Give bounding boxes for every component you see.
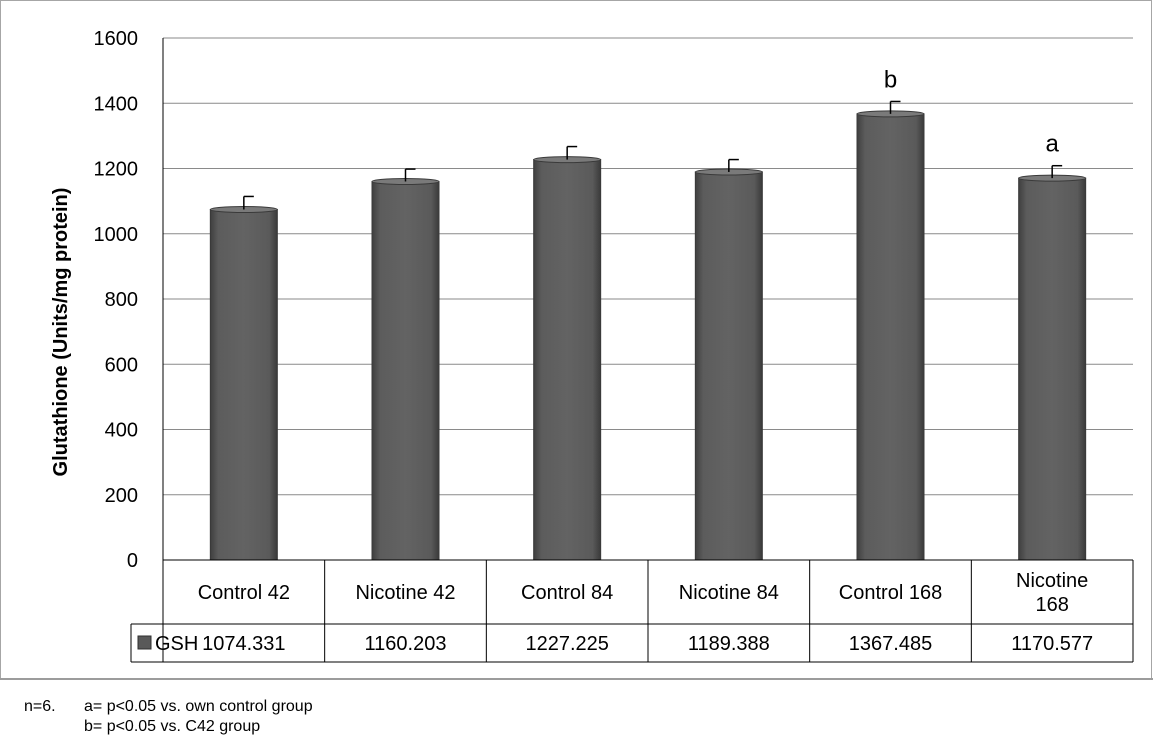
bar bbox=[1018, 177, 1087, 561]
gridlines bbox=[163, 37, 1133, 496]
category-label: Nicotine 84 bbox=[679, 582, 779, 604]
category-label: Nicotine 42 bbox=[355, 582, 455, 604]
significance-label: a bbox=[1045, 131, 1059, 158]
legend-swatch bbox=[137, 635, 152, 650]
data-value-label: 1367.485 bbox=[849, 633, 932, 655]
data-value-label: 1160.203 bbox=[365, 633, 447, 655]
footnote-divider bbox=[0, 678, 1153, 680]
significance-label: b bbox=[884, 66, 897, 93]
category-label: Control 42 bbox=[198, 582, 290, 604]
data-table: GSH Control 42 1074.331 Nicotine 42 1160.203… bbox=[130, 38, 1134, 663]
data-value-label: 1074.331 bbox=[202, 633, 285, 655]
legend-label: GSH bbox=[155, 633, 198, 655]
data-value-label: 1170.577 bbox=[1011, 633, 1093, 655]
bar bbox=[209, 208, 278, 561]
footnote-b: b= p<0.05 vs. C42 group bbox=[84, 718, 261, 735]
bars: ba bbox=[209, 66, 1087, 561]
footnote-a: a= p<0.05 vs. own control group bbox=[84, 698, 313, 715]
category-label: Control 84 bbox=[521, 582, 613, 604]
footnote-spacer bbox=[24, 717, 84, 737]
y-tick-label: 1400 bbox=[94, 93, 139, 115]
y-tick-label: 800 bbox=[105, 289, 138, 311]
bar bbox=[371, 180, 440, 561]
y-axis-label: Glutathione (Units/mg protein) bbox=[50, 188, 72, 477]
data-value-label: 1227.225 bbox=[525, 633, 608, 655]
y-tick-label: 0 bbox=[127, 550, 138, 572]
y-tick-label: 400 bbox=[105, 420, 138, 442]
category-label: Control 168 bbox=[839, 582, 942, 604]
bar bbox=[694, 171, 763, 561]
y-tick-label: 200 bbox=[105, 485, 138, 507]
y-axis-ticks: 0 200 400 600 800 1000 1200 1400 1600 bbox=[94, 28, 139, 572]
y-tick-label: 1200 bbox=[94, 159, 139, 181]
footnote-row-b: b= p<0.05 vs. C42 group bbox=[24, 717, 313, 737]
category-label: Nicotine bbox=[1016, 570, 1088, 592]
footnote-n: n=6. bbox=[24, 698, 56, 715]
footnote-row-a: n=6. a= p<0.05 vs. own control group bbox=[24, 697, 313, 717]
footnote: n=6. a= p<0.05 vs. own control group b= … bbox=[24, 697, 313, 737]
bar bbox=[533, 159, 602, 561]
y-tick-label: 1600 bbox=[94, 28, 139, 50]
bar bbox=[856, 113, 925, 561]
category-label: 168 bbox=[1035, 594, 1068, 616]
data-value-label: 1189.388 bbox=[688, 633, 770, 655]
y-tick-label: 600 bbox=[105, 354, 138, 376]
y-tick-label: 1000 bbox=[94, 224, 139, 246]
